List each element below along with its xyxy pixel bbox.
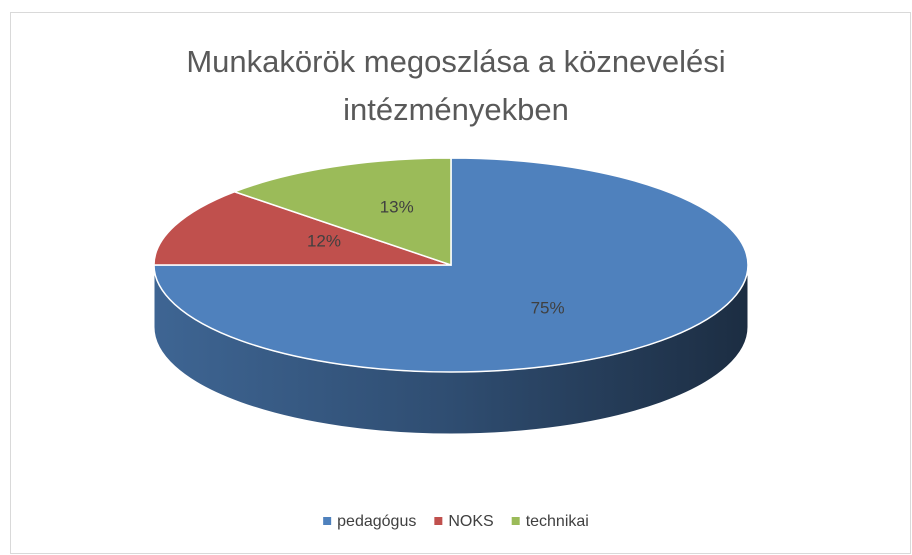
data-label: 75%	[531, 298, 565, 317]
legend-swatch	[323, 517, 332, 525]
slice	[153, 190, 452, 266]
legend-swatch	[434, 517, 443, 525]
chart-title: Munkakörök megoszlása a köznevelési inté…	[186, 44, 726, 127]
slice	[153, 157, 749, 373]
legend-label: pedagógus	[337, 513, 416, 530]
data-label: 13%	[380, 198, 414, 217]
legend-label: technikai	[526, 513, 589, 530]
slice	[232, 157, 452, 267]
legend-swatch	[511, 517, 520, 525]
legend-label: NOKS	[448, 513, 493, 530]
data-label: 12%	[307, 232, 341, 251]
